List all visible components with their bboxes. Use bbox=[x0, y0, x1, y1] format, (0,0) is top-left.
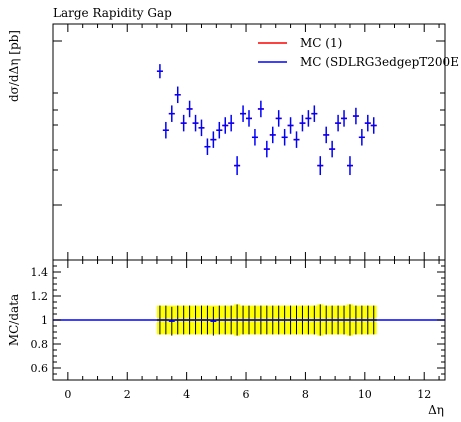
x-tick-label: 6 bbox=[243, 388, 250, 401]
ratio-y-tick-label: 0.6 bbox=[31, 362, 49, 375]
legend: MC (1) MC (SDLRG3edgepT200E bbox=[258, 36, 459, 69]
x-tick-label: 12 bbox=[417, 388, 431, 401]
x-tick-label: 2 bbox=[124, 388, 131, 401]
ratio-y-tick-label: 1 bbox=[41, 314, 48, 327]
chart-title: Large Rapidity Gap bbox=[53, 6, 172, 20]
ratio-y-tick-label: 1.4 bbox=[31, 266, 49, 279]
legend-label-mc2: MC (SDLRG3edgepT200E bbox=[300, 55, 459, 69]
ratio-x-ticks: 0 2 4 6 8 10 12 bbox=[64, 260, 440, 401]
main-y-ticks bbox=[53, 40, 445, 206]
ratio-y-axis-label: MC/data bbox=[7, 294, 21, 346]
main-x-ticks bbox=[67, 24, 440, 260]
main-data-points bbox=[156, 64, 377, 176]
main-y-axis-label: dσ/dΔη [pb] bbox=[7, 30, 21, 102]
x-axis-label: Δη bbox=[428, 403, 444, 417]
ratio-data-points bbox=[156, 304, 377, 336]
ratio-y-ticks: 0.6 0.8 1 1.2 1.4 bbox=[31, 259, 445, 381]
ratio-y-tick-label: 0.8 bbox=[31, 338, 49, 351]
legend-label-mc1: MC (1) bbox=[300, 36, 342, 50]
x-tick-label: 0 bbox=[64, 388, 71, 401]
x-tick-label: 4 bbox=[183, 388, 190, 401]
x-tick-label: 8 bbox=[302, 388, 309, 401]
x-tick-label: 10 bbox=[358, 388, 372, 401]
ratio-y-tick-label: 1.2 bbox=[31, 290, 49, 303]
